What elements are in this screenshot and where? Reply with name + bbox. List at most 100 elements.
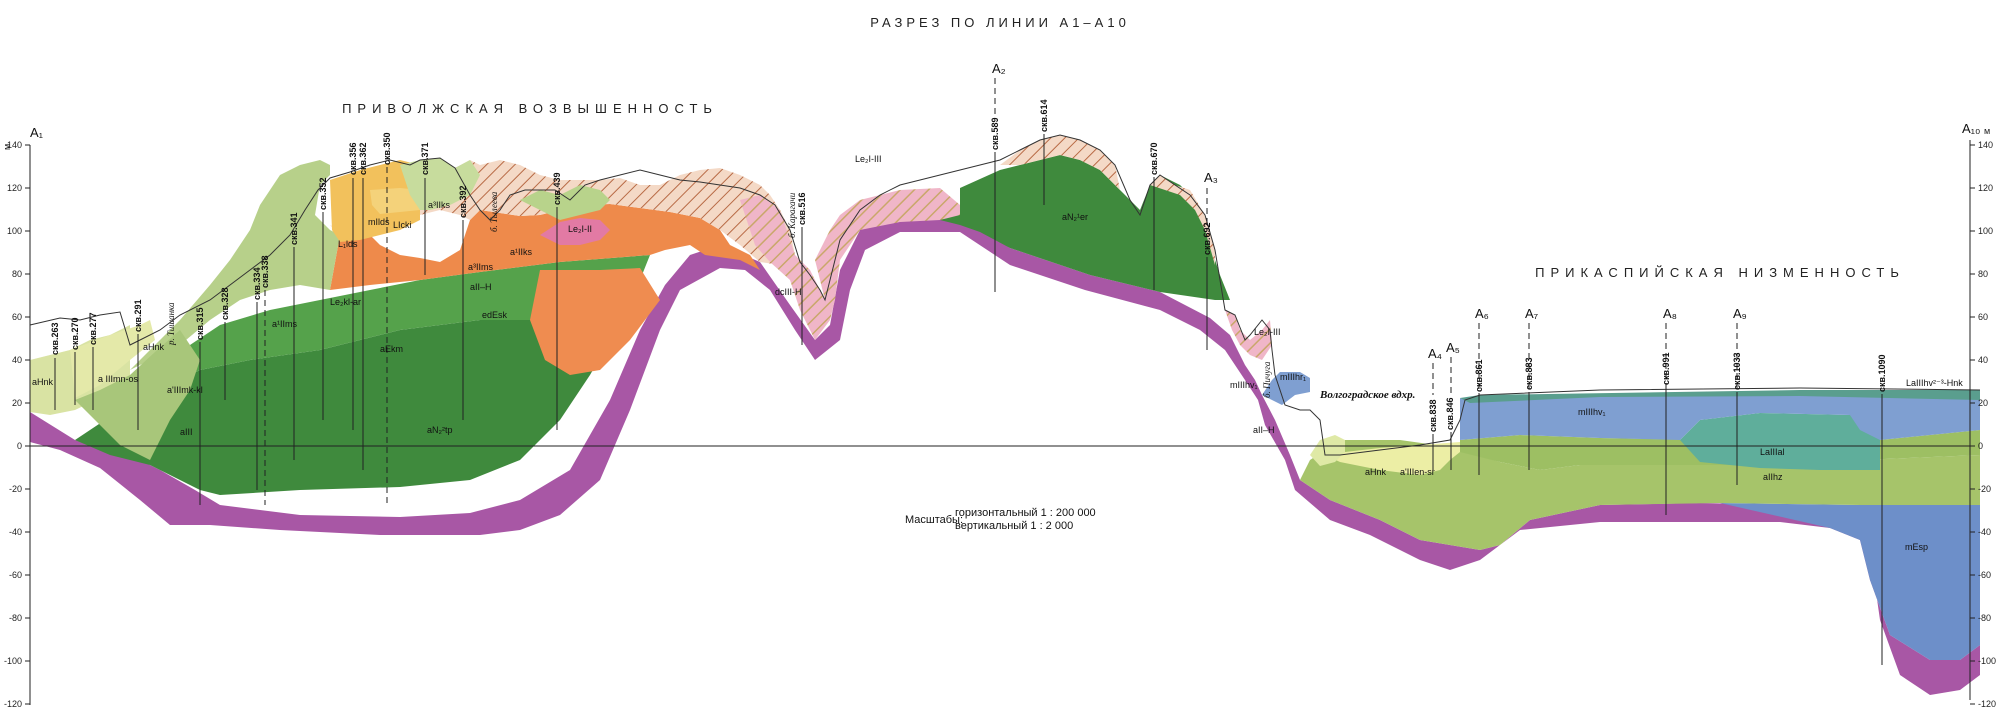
well-352: скв.352: [318, 177, 328, 210]
axis-tick-label: 80: [1978, 269, 1988, 279]
axis-tick-label: 0: [1978, 441, 1983, 451]
layer-miiihr-blue: [1262, 372, 1310, 405]
right-axis-unit: м: [1984, 126, 1990, 136]
scale-label: Масштабы:: [905, 514, 963, 526]
well-341: скв.341: [289, 212, 299, 245]
axis-tick-label: 140: [7, 140, 22, 150]
axis-tick-label: -100: [4, 656, 22, 666]
axis-tick-label: 140: [1978, 140, 1993, 150]
axis-tick-label: 20: [12, 398, 22, 408]
river-tishanka: р. Тишанка: [166, 302, 176, 346]
unit-miiihv-lowland: mIIIhv₁: [1578, 407, 1606, 417]
layer-an2er-dark: [940, 155, 1230, 300]
layer-edesk-orange: [330, 204, 760, 290]
unit-a1iiks: a¹IIks: [510, 247, 533, 257]
unit-aiihz: aIIhz: [1763, 472, 1783, 482]
layer-aiiimn-band: [70, 320, 155, 398]
unit-miiihr: mIIIhr₁: [1280, 372, 1306, 382]
volgograd-reservoir: Волгоградское вдхр.: [1319, 389, 1415, 401]
well-markers: скв.263 скв.270 скв.277 скв.291 скв.315 …: [50, 99, 1887, 665]
layer-a1iims-green: [130, 160, 340, 370]
layer-miiihv-blue: [1460, 392, 1980, 440]
layer-vdhr-light: [1310, 435, 1345, 466]
well-692: скв.692: [1202, 222, 1212, 255]
unit-milds: mIlds: [368, 217, 390, 227]
layer-a3iiks-green: [520, 185, 610, 220]
layer-mesp-blue: [1720, 503, 1980, 660]
layer-ahnk-yellow-lowland: [1325, 442, 1460, 475]
unit-aiiimn-os: a IIImn-os: [98, 374, 139, 384]
well-371: скв.371: [420, 142, 430, 175]
region-title-lowland: ПРИКАСПИЙСКАЯ НИЗМЕННОСТЬ: [1535, 265, 1905, 280]
river-tyleeva: б. Тылеева: [489, 191, 499, 232]
well-1033: скв.1033: [1732, 352, 1742, 390]
scale-vertical: вертикальный 1 : 2 000: [955, 520, 1073, 532]
unit-laiiial: LaIIIal: [1760, 447, 1785, 457]
well-846: скв.846: [1445, 397, 1455, 430]
layer-aekm-green: [160, 255, 650, 390]
axis-tick-label: 120: [1978, 183, 1993, 193]
river-pichuga: б. Пичуга: [1262, 361, 1272, 398]
right-axis-ticks: 140 120 100 80 60 40 20 0 -20 -40 -60 -80 -100 -120: [1970, 140, 1996, 709]
well-589: скв.589: [990, 117, 1000, 150]
axis-tick-label: -80: [1978, 613, 1991, 623]
layer-laiiial-teal: [1680, 413, 1880, 470]
point-a7: A₇: [1525, 306, 1539, 321]
axis-tick-label: 40: [1978, 355, 1988, 365]
axis-tick-label: -40: [1978, 527, 1991, 537]
well-991: скв.991: [1661, 352, 1671, 385]
well-670: скв.670: [1149, 142, 1159, 175]
axis-tick-label: 20: [1978, 398, 1988, 408]
section-title: РАЗРЕЗ ПО ЛИНИИ А1–А10: [870, 15, 1130, 30]
axis-tick-label: 100: [7, 226, 22, 236]
unit-an2er: aN₂¹er: [1062, 212, 1088, 222]
point-a9: A₉: [1733, 306, 1747, 321]
river-kargachi: б. Карагачи: [787, 192, 797, 238]
well-263: скв.263: [50, 322, 60, 355]
unit-licki: LIcki: [393, 220, 412, 230]
axis-tick-label: 100: [1978, 226, 1993, 236]
layer-a3iiks-top: [400, 158, 480, 210]
left-axis-unit: м: [2, 144, 12, 150]
unit-a3iiks: a³IIks: [428, 200, 451, 210]
well-439: скв.439: [552, 172, 562, 205]
axis-tick-label: 120: [7, 183, 22, 193]
axis-tick-label: -20: [1978, 484, 1991, 494]
unit-mesp: mEsp: [1905, 542, 1928, 552]
layer-edesk-lower: [530, 268, 660, 375]
scale-horizontal: горизонтальный 1 : 200 000: [955, 507, 1096, 519]
unit-l1lds: L₁lds: [338, 239, 358, 249]
well-315: скв.315: [195, 307, 205, 340]
left-axis-ticks: 140 120 100 80 60 40 20 0 -20 -40 -60 -80 -100 -120: [4, 140, 30, 709]
unit-aekm: aEkm: [380, 344, 403, 354]
axis-tick-label: -100: [1978, 656, 1996, 666]
axis-tick-label: 0: [17, 441, 22, 451]
region-title-upland: ПРИВОЛЖСКАЯ ВОЗВЫШЕННОСТЬ: [342, 101, 718, 116]
unit-aiiien-sr: a'IIIen-sr: [1400, 467, 1435, 477]
axis-tick-label: 80: [12, 269, 22, 279]
unit-aii-h: aII–H: [470, 282, 492, 292]
layer-le2i-iii-pink: [740, 188, 965, 340]
axis-tick-label: -40: [9, 527, 22, 537]
well-277: скв.277: [88, 312, 98, 345]
unit-aiii: aIII: [180, 427, 193, 437]
axis-tick-label: -60: [1978, 570, 1991, 580]
well-334: скв.334: [252, 267, 262, 300]
unit-dciii-h: dcIII-H: [775, 287, 802, 297]
unit-laiiihv-hnk: LaIIIhv²⁻³-Hnk: [1906, 378, 1963, 388]
well-362: скв.362: [358, 142, 368, 175]
unit-ahnk-1: aHnk: [32, 377, 54, 387]
well-861: скв.861: [1474, 359, 1484, 392]
well-1090: скв.1090: [1877, 354, 1887, 392]
well-392: скв.392: [458, 185, 468, 218]
point-a2: A₂: [992, 61, 1006, 76]
unit-le2i-iii-top: Le₂I-III: [855, 154, 882, 164]
well-328: скв.328: [220, 287, 230, 320]
axis-tick-label: -20: [9, 484, 22, 494]
well-614: скв.614: [1039, 99, 1049, 132]
unit-ahnk-2: aHnk: [143, 342, 165, 352]
axis-tick-label: 40: [12, 355, 22, 365]
layer-a3-hatch: [1150, 175, 1215, 265]
layer-micki-tan: [370, 188, 420, 214]
